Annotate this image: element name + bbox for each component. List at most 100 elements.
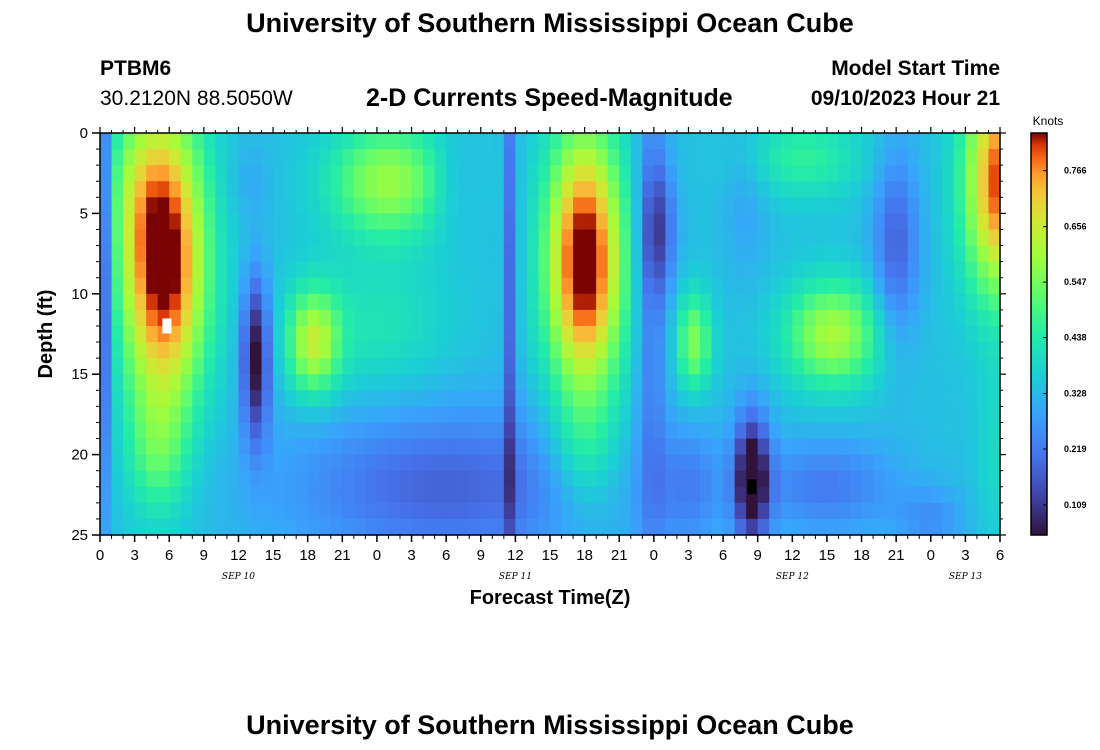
heatmap-cell [192, 197, 205, 214]
heatmap-cell [492, 422, 505, 440]
heatmap-cell [953, 181, 966, 198]
heatmap-cell [561, 374, 574, 391]
heatmap-cell [411, 133, 424, 150]
heatmap-cell [492, 486, 505, 504]
heatmap-cell [734, 261, 747, 279]
heatmap-cell [192, 245, 205, 263]
heatmap-cell [861, 197, 874, 214]
heatmap-cell [538, 342, 551, 359]
heatmap-cell [653, 518, 666, 536]
heatmap-cell [423, 149, 436, 166]
heatmap-cell [330, 197, 343, 214]
heatmap-cell [861, 406, 874, 424]
heatmap-cell [192, 133, 205, 150]
heatmap-cell [388, 470, 401, 488]
heatmap-cell [307, 245, 320, 263]
heatmap-cell [653, 486, 666, 504]
heatmap-cell [446, 229, 459, 247]
heatmap-cell [492, 293, 505, 311]
heatmap-cell [100, 181, 113, 198]
heatmap-cell [353, 133, 366, 150]
heatmap-cell [665, 342, 678, 359]
heatmap-cell [919, 165, 932, 182]
heatmap-cell [538, 422, 551, 440]
heatmap-cell [250, 293, 263, 311]
heatmap-cell [942, 245, 955, 263]
heatmap-cell [400, 325, 413, 343]
heatmap-cell [503, 390, 516, 407]
heatmap-cell [434, 293, 447, 311]
heatmap-cell [342, 486, 355, 504]
heatmap-cell [665, 133, 678, 150]
heatmap-cell [330, 133, 343, 150]
heatmap-cell [792, 165, 805, 182]
heatmap-cell [203, 422, 216, 440]
heatmap-cell [296, 502, 309, 520]
heatmap-cell [192, 374, 205, 391]
heatmap-cell [780, 149, 793, 166]
heatmap-cell [215, 454, 228, 472]
heatmap-cell [815, 245, 828, 263]
heatmap-cell [850, 502, 863, 520]
heatmap-cell [665, 229, 678, 247]
heatmap-cell [861, 358, 874, 375]
heatmap-cell [538, 229, 551, 247]
heatmap-cell [907, 309, 920, 327]
heatmap-cell [169, 293, 182, 311]
heatmap-cell [226, 470, 240, 488]
heatmap-cell [411, 342, 424, 359]
heatmap-cell [169, 470, 182, 488]
heatmap-cell [261, 309, 274, 327]
heatmap-cell [134, 149, 147, 166]
heatmap-cell [573, 229, 586, 247]
heatmap-cell [376, 213, 390, 231]
heatmap-cell [757, 374, 770, 391]
heatmap-cell [203, 213, 216, 231]
heatmap-cell [526, 390, 540, 407]
heatmap-cell [861, 277, 874, 295]
heatmap-cell [538, 406, 551, 424]
heatmap-cell [607, 454, 620, 472]
heatmap-cell [815, 374, 828, 391]
heatmap-cell [930, 309, 943, 327]
heatmap-cell [446, 342, 459, 359]
heatmap-cell [826, 358, 840, 375]
heatmap-cell [642, 518, 655, 536]
heatmap-cell [215, 518, 228, 536]
heatmap-cell [192, 422, 205, 440]
heatmap-cell [146, 229, 159, 247]
heatmap-cell [873, 422, 886, 440]
heatmap-cell [803, 261, 816, 279]
heatmap-cell [861, 149, 874, 166]
heatmap-cell [919, 518, 932, 536]
heatmap-cell [988, 165, 1001, 182]
heatmap-cell [457, 277, 470, 295]
heatmap-cell [907, 277, 920, 295]
x-tick-label: 18 [853, 547, 870, 564]
heatmap-cell [561, 438, 574, 456]
heatmap-cell [342, 197, 355, 214]
heatmap-cell [573, 438, 586, 456]
heatmap-cell [457, 325, 470, 343]
heatmap-cell [676, 438, 690, 456]
heatmap-cell [250, 518, 263, 536]
heatmap-cell [723, 181, 736, 198]
heatmap-cell [976, 518, 990, 536]
heatmap-cell [238, 277, 251, 295]
heatmap-cell [342, 518, 355, 536]
heatmap-cell [307, 406, 320, 424]
heatmap-cell [376, 325, 390, 343]
heatmap-cell [157, 277, 170, 295]
heatmap-cell [330, 438, 343, 456]
heatmap-cell [734, 390, 747, 407]
heatmap-cell [100, 229, 113, 247]
heatmap-cell [123, 454, 136, 472]
heatmap-cell [873, 390, 886, 407]
heatmap-cell [815, 293, 828, 311]
heatmap-cell [226, 181, 240, 198]
heatmap-cell [873, 149, 886, 166]
heatmap-cell [180, 293, 193, 311]
heatmap-cell [503, 213, 516, 231]
heatmap-cell [330, 422, 343, 440]
heatmap-cell [584, 165, 597, 182]
